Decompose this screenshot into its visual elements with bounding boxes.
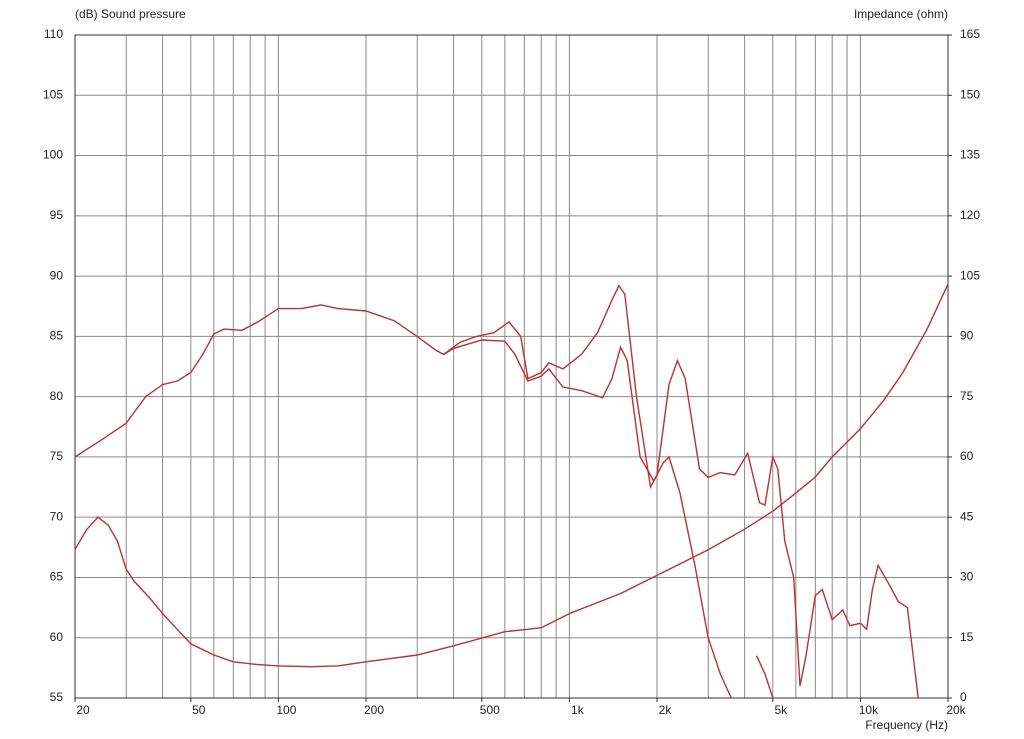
x-tick-label: 10k (859, 703, 879, 717)
y2-tick-label: 15 (960, 630, 974, 644)
x-tick-label: 1k (571, 703, 585, 717)
y2-tick-label: 165 (960, 27, 980, 41)
y-tick-label: 65 (50, 570, 64, 584)
y-tick-label: 55 (50, 690, 64, 704)
y2-tick-label: 135 (960, 148, 980, 162)
y2-tick-label: 150 (960, 87, 980, 101)
y-tick-label: 60 (50, 630, 64, 644)
y2-tick-label: 105 (960, 268, 980, 282)
y-tick-label: 110 (44, 27, 63, 41)
y-tick-label: 75 (50, 449, 64, 463)
y-tick-label: 105 (43, 87, 63, 101)
y2-tick-label: 75 (960, 389, 974, 403)
y2-tick-label: 30 (960, 570, 974, 584)
y2-tick-label: 90 (960, 329, 974, 343)
y-tick-label: 80 (50, 389, 64, 403)
y-tick-label: 95 (50, 208, 64, 222)
y-tick-label: 70 (50, 509, 64, 523)
x-tick-label: 100 (276, 703, 296, 717)
y2-tick-label: 120 (960, 208, 980, 222)
x-tick-label: 20 (76, 703, 90, 717)
left-axis-title: (dB) Sound pressure (75, 7, 186, 21)
right-axis-title: Impedance (ohm) (854, 7, 948, 21)
x-tick-label: 5k (774, 703, 788, 717)
x-tick-label: 2k (659, 703, 673, 717)
curve (74, 284, 919, 699)
x-axis-title: Frequency (Hz) (865, 718, 948, 732)
y-tick-label: 85 (50, 329, 64, 343)
y2-tick-label: 60 (960, 449, 974, 463)
x-tick-label: 20k (946, 703, 966, 717)
x-tick-label: 50 (192, 703, 206, 717)
y2-tick-label: 45 (960, 509, 974, 523)
y-tick-label: 100 (43, 148, 63, 162)
y-tick-label: 90 (50, 268, 64, 282)
plot-frame (74, 34, 949, 699)
curve (443, 339, 774, 699)
curve (74, 283, 949, 668)
x-tick-label: 200 (364, 703, 384, 717)
y2-tick-label: 0 (960, 690, 967, 704)
x-tick-label: 500 (480, 703, 500, 717)
